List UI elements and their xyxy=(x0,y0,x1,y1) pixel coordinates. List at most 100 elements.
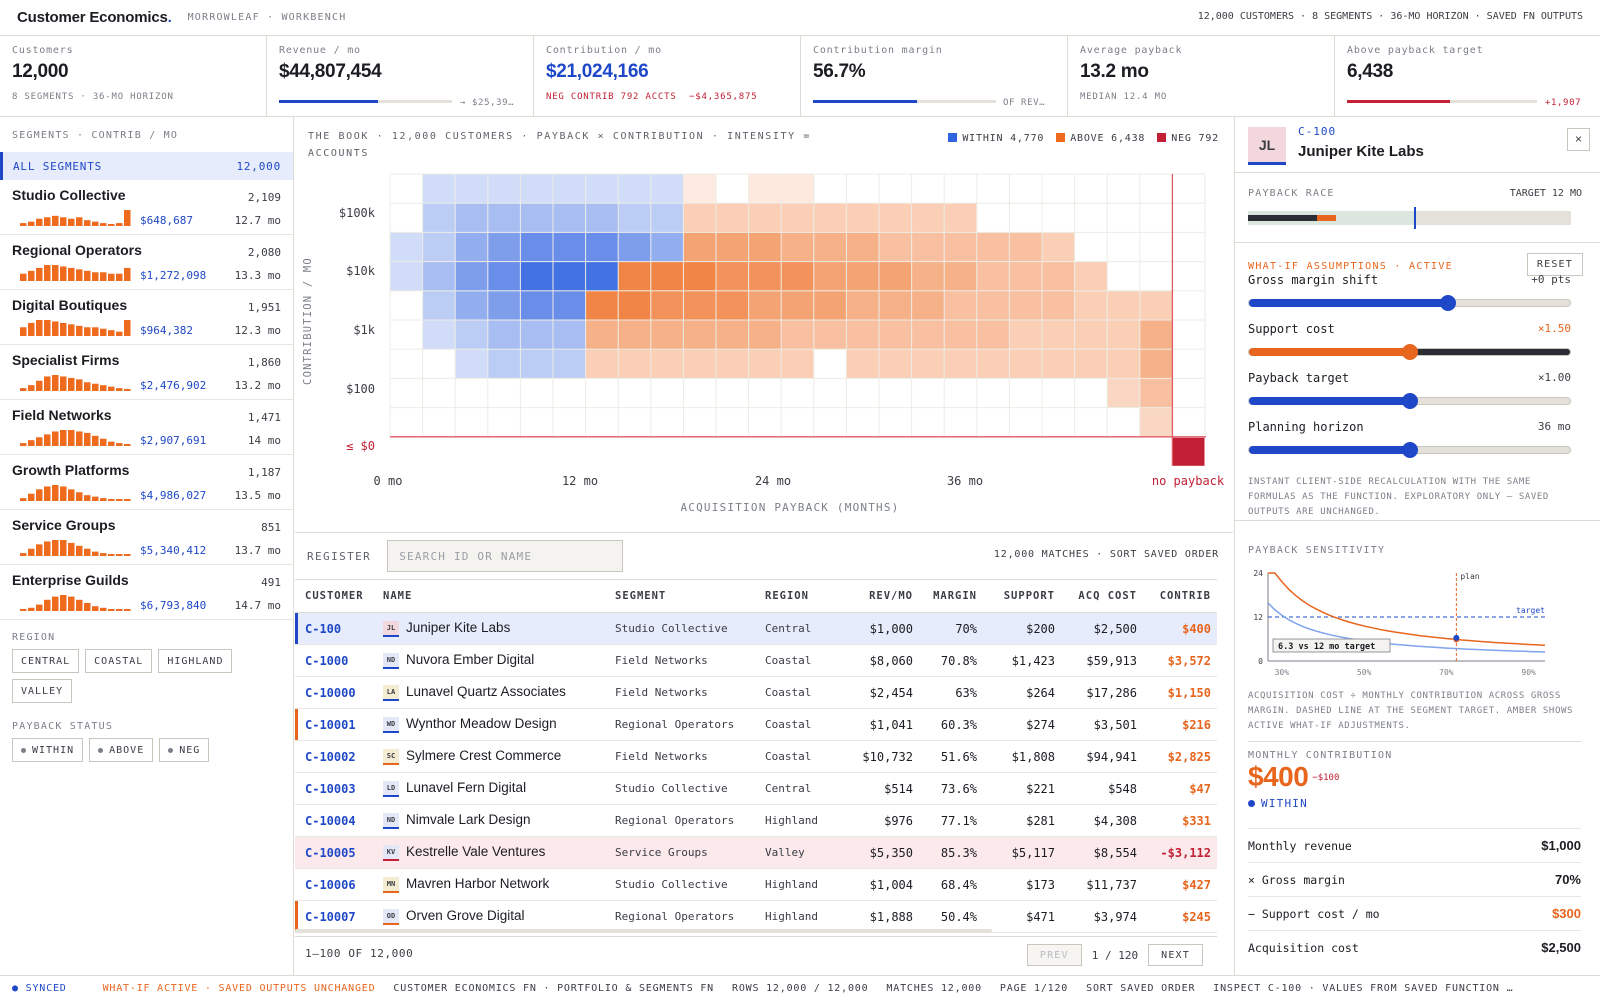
heat-cell[interactable] xyxy=(846,349,879,378)
search-input[interactable] xyxy=(387,540,624,572)
status-chip-above[interactable]: ABOVE xyxy=(89,738,154,762)
heat-cell[interactable] xyxy=(683,174,716,203)
heat-cell[interactable] xyxy=(749,174,781,203)
heat-cell[interactable] xyxy=(651,320,683,349)
heat-cell[interactable] xyxy=(879,320,912,349)
customer-id-cell[interactable]: C-10006 xyxy=(295,868,377,901)
heat-cell[interactable] xyxy=(1009,262,1042,291)
heat-cell[interactable] xyxy=(455,174,488,203)
heat-cell[interactable] xyxy=(586,349,618,378)
heat-cell[interactable] xyxy=(977,232,1009,262)
heat-cell[interactable] xyxy=(912,262,944,291)
column-header-contrib[interactable]: CONTRIB xyxy=(1143,579,1217,613)
customer-id-cell[interactable]: C-10007 xyxy=(295,900,377,933)
heat-cell[interactable] xyxy=(814,320,846,349)
slider-gross-margin-shift[interactable]: Gross margin shift +0 pts xyxy=(1248,273,1571,311)
reset-button[interactable]: RESET xyxy=(1526,253,1583,276)
heat-cell[interactable] xyxy=(781,262,814,291)
heat-cell[interactable] xyxy=(520,174,553,203)
heat-cell[interactable] xyxy=(1042,320,1075,349)
heat-cell[interactable] xyxy=(749,232,781,262)
heat-cell[interactable] xyxy=(586,174,618,203)
segment-item[interactable]: Service Groups 851 $5,340,412 13.7 mo xyxy=(0,510,293,565)
heat-cell[interactable] xyxy=(651,232,683,262)
slider-track[interactable] xyxy=(1248,393,1571,409)
heat-cell[interactable] xyxy=(553,262,586,291)
customer-id-cell[interactable]: C-10000 xyxy=(295,676,377,709)
heat-cell[interactable] xyxy=(1107,349,1140,378)
heat-cell[interactable] xyxy=(1107,320,1140,349)
heat-cell[interactable] xyxy=(683,203,716,232)
heat-cell[interactable] xyxy=(683,291,716,320)
heat-cell[interactable] xyxy=(683,232,716,262)
heat-cell[interactable] xyxy=(455,349,488,378)
column-header-support[interactable]: SUPPORT xyxy=(983,579,1061,613)
customer-id-cell[interactable]: C-10003 xyxy=(295,772,377,805)
segment-item[interactable]: Field Networks 1,471 $2,907,691 14 mo xyxy=(0,400,293,455)
heat-cell[interactable] xyxy=(781,232,814,262)
heat-cell[interactable] xyxy=(781,349,814,378)
heat-cell[interactable] xyxy=(879,232,912,262)
table-row[interactable]: C-100 JL Juniper Kite Labs Studio Collectiv… xyxy=(295,612,1217,645)
heat-cell[interactable] xyxy=(553,174,586,203)
table-row[interactable]: C-10006 MN Mavren Harbor Network Studio Col… xyxy=(295,868,1217,901)
horizontal-scrollbar[interactable] xyxy=(295,929,992,933)
heat-cell[interactable] xyxy=(683,262,716,291)
heat-cell[interactable] xyxy=(586,203,618,232)
heat-cell[interactable] xyxy=(749,320,781,349)
heat-cell[interactable] xyxy=(716,291,749,320)
heat-cell[interactable] xyxy=(716,203,749,232)
heat-cell[interactable] xyxy=(683,349,716,378)
heat-cell[interactable] xyxy=(423,232,455,262)
region-chip-central[interactable]: CENTRAL xyxy=(12,649,80,673)
heat-cell[interactable] xyxy=(423,320,455,349)
heat-cell[interactable] xyxy=(520,291,553,320)
heat-cell[interactable] xyxy=(846,320,879,349)
heat-cell[interactable] xyxy=(390,262,423,291)
segment-item[interactable]: Digital Boutiques 1,951 $964,382 12.3 mo xyxy=(0,290,293,345)
heat-cell[interactable] xyxy=(814,291,846,320)
heat-cell[interactable] xyxy=(912,349,944,378)
heat-cell[interactable] xyxy=(1042,291,1075,320)
heat-cell[interactable] xyxy=(781,203,814,232)
heat-cell[interactable] xyxy=(944,291,977,320)
prev-button[interactable]: PREV xyxy=(1026,944,1082,966)
heat-cell[interactable] xyxy=(879,203,912,232)
table-row[interactable]: C-10003 LD Lunavel Fern Digital Studio Coll… xyxy=(295,772,1217,805)
segment-all[interactable]: ALL SEGMENTS 12,000 xyxy=(0,152,293,180)
heat-cell[interactable] xyxy=(488,262,520,291)
heat-cell[interactable] xyxy=(781,174,814,203)
heat-cell[interactable] xyxy=(846,262,879,291)
heat-cell[interactable] xyxy=(749,203,781,232)
heat-cell[interactable] xyxy=(944,320,977,349)
heat-cell[interactable] xyxy=(749,291,781,320)
heat-cell[interactable] xyxy=(488,203,520,232)
heat-cell[interactable] xyxy=(977,349,1009,378)
slider-planning-horizon[interactable]: Planning horizon 36 mo xyxy=(1248,420,1571,458)
column-header-acq-cost[interactable]: ACQ COST xyxy=(1061,579,1143,613)
heat-cell[interactable] xyxy=(488,320,520,349)
heat-cell[interactable] xyxy=(553,232,586,262)
heat-cell[interactable] xyxy=(1009,291,1042,320)
heat-cell[interactable] xyxy=(455,262,488,291)
status-chip-within[interactable]: WITHIN xyxy=(12,738,84,762)
table-row[interactable]: C-10000 LA Lunavel Quartz Associates Field … xyxy=(295,676,1217,709)
heat-cell[interactable] xyxy=(520,232,553,262)
heat-cell[interactable] xyxy=(586,320,618,349)
heat-cell[interactable] xyxy=(586,291,618,320)
heat-cell[interactable] xyxy=(749,262,781,291)
heat-cell[interactable] xyxy=(488,291,520,320)
heat-cell[interactable] xyxy=(1140,408,1172,437)
heat-cell[interactable] xyxy=(553,349,586,378)
column-header-margin[interactable]: MARGIN xyxy=(919,579,983,613)
heat-cell[interactable] xyxy=(879,291,912,320)
heat-cell[interactable] xyxy=(520,320,553,349)
table-row[interactable]: C-1000 ND Nuvora Ember Digital Field Networ… xyxy=(295,644,1217,677)
heat-cell[interactable] xyxy=(520,262,553,291)
heat-cell[interactable] xyxy=(423,203,455,232)
heat-cell[interactable] xyxy=(455,203,488,232)
heat-cell[interactable] xyxy=(488,174,520,203)
table-row[interactable]: C-10002 SC Sylmere Crest Commerce Field Net… xyxy=(295,740,1217,773)
heat-cell[interactable] xyxy=(455,232,488,262)
region-chip-highland[interactable]: HIGHLAND xyxy=(158,649,233,673)
